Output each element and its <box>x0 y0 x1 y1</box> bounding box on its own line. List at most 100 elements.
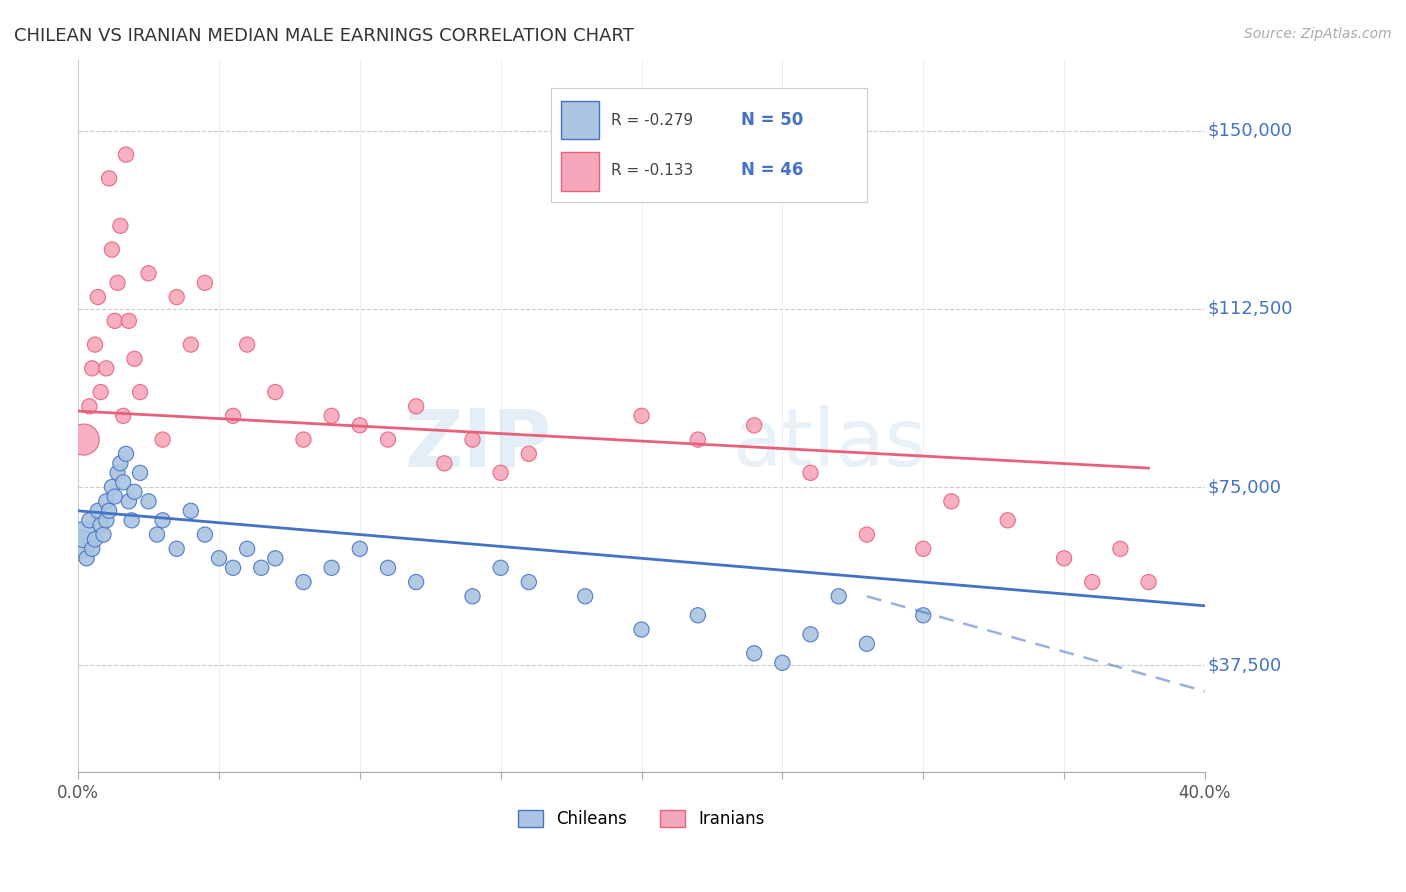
Point <box>110 456 132 470</box>
Point <box>124 484 146 499</box>
Point <box>96 494 118 508</box>
Point <box>742 418 765 433</box>
Point <box>941 494 963 508</box>
Text: $37,500: $37,500 <box>1208 657 1281 674</box>
Point <box>73 433 96 447</box>
Point <box>124 351 146 366</box>
Point <box>194 276 217 290</box>
Point <box>118 314 141 328</box>
Point <box>70 537 93 551</box>
Point <box>104 314 127 328</box>
Point <box>112 475 135 490</box>
Point <box>166 290 188 304</box>
Point <box>98 504 121 518</box>
Point <box>208 551 231 566</box>
Point <box>405 400 427 414</box>
Point <box>93 527 115 541</box>
Text: Source: ZipAtlas.com: Source: ZipAtlas.com <box>1244 27 1392 41</box>
Point <box>152 433 174 447</box>
Point <box>461 433 484 447</box>
Point <box>138 266 160 280</box>
Point <box>98 171 121 186</box>
Point <box>79 400 101 414</box>
Point <box>489 561 512 575</box>
Text: CHILEAN VS IRANIAN MEDIAN MALE EARNINGS CORRELATION CHART: CHILEAN VS IRANIAN MEDIAN MALE EARNINGS … <box>14 27 634 45</box>
Point <box>799 466 821 480</box>
Point <box>517 447 540 461</box>
Text: atlas: atlas <box>731 405 927 483</box>
Point <box>856 637 879 651</box>
Point <box>222 409 245 423</box>
Point <box>1137 575 1160 590</box>
Point <box>112 409 135 423</box>
Point <box>517 575 540 590</box>
Point <box>101 480 124 494</box>
Point <box>101 243 124 257</box>
Point <box>180 504 202 518</box>
Point <box>84 533 107 547</box>
Point <box>84 337 107 351</box>
Point <box>828 590 851 604</box>
Point <box>96 361 118 376</box>
Point <box>686 433 709 447</box>
Point <box>264 385 287 400</box>
Point <box>1081 575 1104 590</box>
Point <box>1053 551 1076 566</box>
Point <box>76 551 98 566</box>
Point <box>349 418 371 433</box>
Point <box>115 447 138 461</box>
Point <box>194 527 217 541</box>
Text: $112,500: $112,500 <box>1208 300 1292 318</box>
Point <box>686 608 709 623</box>
Point <box>90 385 112 400</box>
Point <box>115 147 138 161</box>
Text: $150,000: $150,000 <box>1208 122 1292 140</box>
Point <box>87 290 110 304</box>
Point <box>90 518 112 533</box>
Point <box>489 466 512 480</box>
Point <box>222 561 245 575</box>
Point <box>129 466 152 480</box>
Text: ZIP: ZIP <box>404 405 551 483</box>
Point <box>180 337 202 351</box>
Point <box>236 541 259 556</box>
Point <box>461 590 484 604</box>
Point <box>349 541 371 556</box>
Point <box>138 494 160 508</box>
Point <box>321 409 343 423</box>
Point <box>250 561 273 575</box>
Point <box>630 623 652 637</box>
Point <box>630 409 652 423</box>
Point <box>73 527 96 541</box>
Point <box>104 490 127 504</box>
Point <box>856 527 879 541</box>
Point <box>79 513 101 527</box>
Point <box>121 513 143 527</box>
Point <box>742 646 765 660</box>
Point <box>146 527 169 541</box>
Point <box>997 513 1019 527</box>
Point <box>264 551 287 566</box>
Point <box>321 561 343 575</box>
Point <box>433 456 456 470</box>
Point <box>770 656 793 670</box>
Point <box>236 337 259 351</box>
Point <box>377 433 399 447</box>
Point <box>912 608 935 623</box>
Point <box>110 219 132 233</box>
Text: $75,000: $75,000 <box>1208 478 1281 496</box>
Point <box>129 385 152 400</box>
Point <box>82 541 104 556</box>
Point <box>1109 541 1132 556</box>
Point <box>405 575 427 590</box>
Point <box>107 276 129 290</box>
Point <box>377 561 399 575</box>
Point <box>166 541 188 556</box>
Point <box>96 513 118 527</box>
Point <box>152 513 174 527</box>
Point <box>107 466 129 480</box>
Point <box>574 590 596 604</box>
Point <box>292 433 315 447</box>
Point <box>82 361 104 376</box>
Point <box>912 541 935 556</box>
